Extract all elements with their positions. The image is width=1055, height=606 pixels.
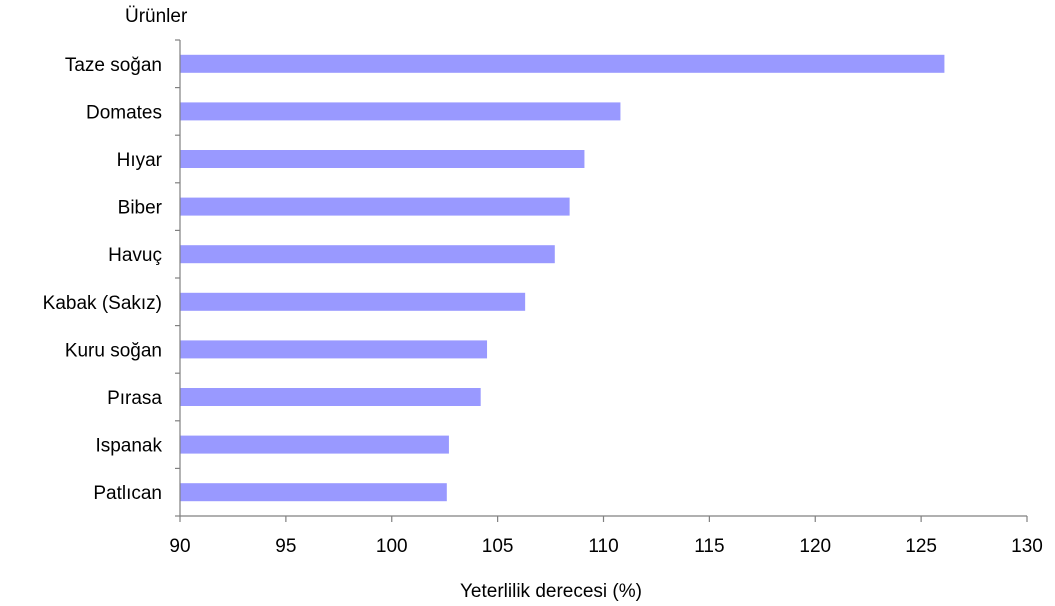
y-axis-title: Ürünler	[125, 6, 188, 27]
bar	[180, 340, 488, 359]
category-label: Kabak (Sakız)	[43, 293, 162, 314]
x-tick-labels: 90 95 100 105 110 115 120 125 130	[169, 536, 1042, 557]
category-label: Ispanak	[95, 436, 162, 457]
x-tick-label: 90	[169, 536, 190, 557]
category-label: Havuç	[108, 245, 162, 266]
bar	[180, 102, 621, 121]
category-label: Taze soğan	[65, 55, 162, 76]
x-tick-label: 130	[1011, 536, 1043, 557]
category-label: Kuru soğan	[65, 340, 162, 361]
bars-group	[180, 54, 945, 502]
x-tick-label: 105	[482, 536, 514, 557]
x-tick-label: 125	[905, 536, 937, 557]
bar	[180, 245, 555, 264]
x-tick-label: 110	[588, 536, 618, 557]
category-label: Patlıcan	[93, 483, 162, 504]
x-tick-label: 115	[694, 536, 724, 557]
bar	[180, 388, 481, 406]
category-label: Pırasa	[107, 388, 162, 409]
category-label: Biber	[118, 198, 163, 219]
x-tick-label: 95	[275, 536, 296, 557]
bar	[180, 150, 585, 168]
category-label: Domates	[86, 102, 162, 123]
category-labels: Taze soğan Domates Hıyar Biber Havuç Kabak (S…	[43, 55, 163, 504]
x-tick-label: 120	[799, 536, 831, 557]
x-axis-title: Yeterlilik derecesi (%)	[460, 581, 642, 602]
axis-ticks	[175, 39, 1028, 522]
bar	[180, 435, 449, 454]
x-tick-label: 100	[376, 536, 408, 557]
bar	[180, 197, 570, 216]
bar	[180, 292, 526, 311]
category-label: Hıyar	[117, 150, 163, 171]
bar	[180, 483, 447, 502]
bar	[180, 54, 945, 73]
